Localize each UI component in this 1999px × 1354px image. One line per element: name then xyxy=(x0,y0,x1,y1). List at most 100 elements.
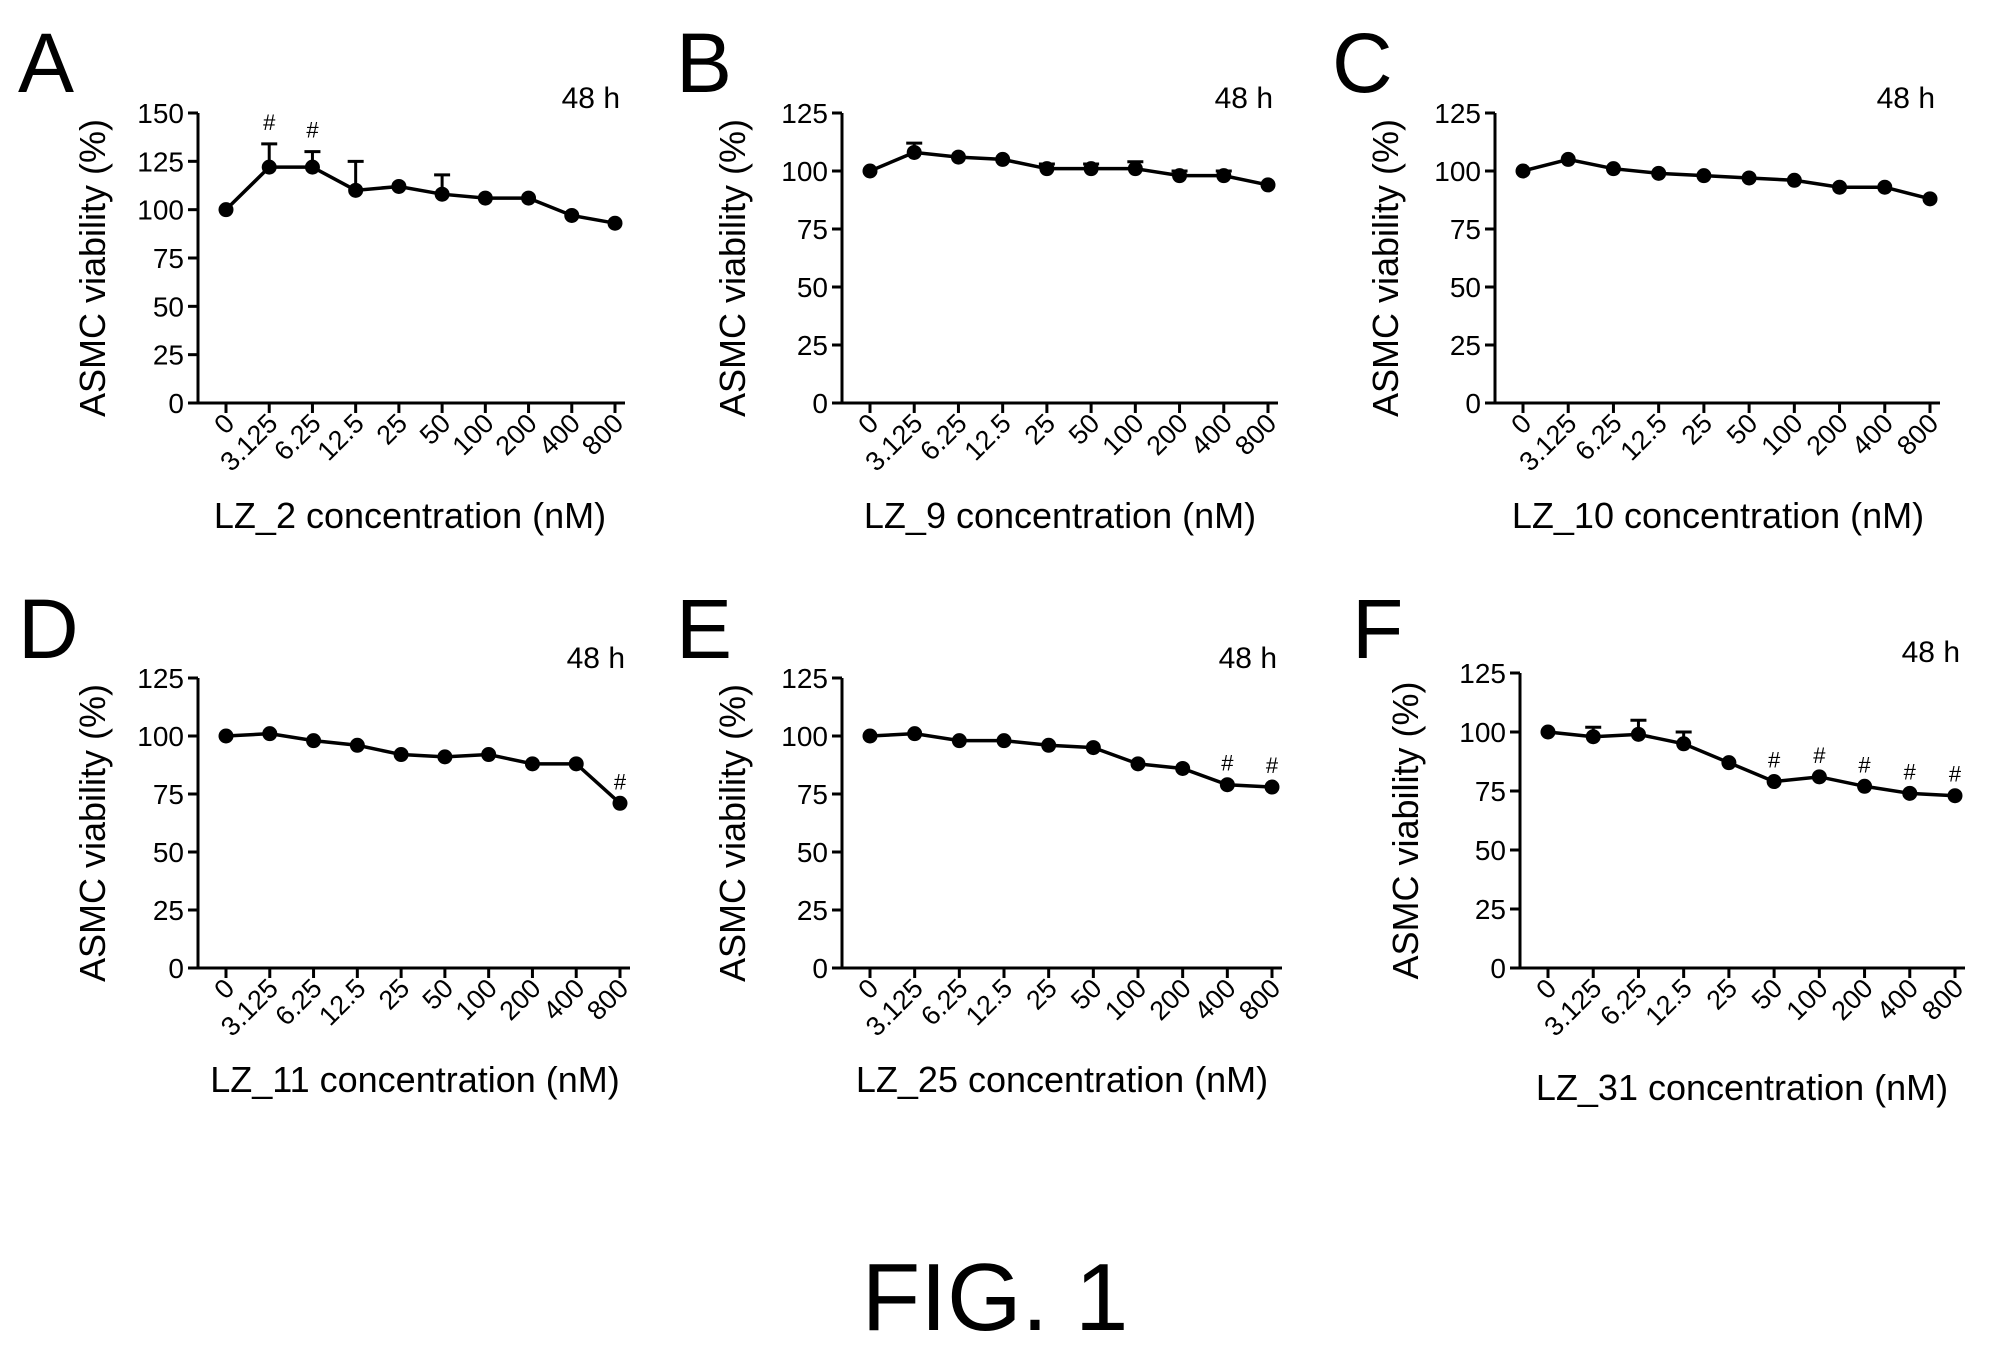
data-point xyxy=(261,159,277,175)
data-point xyxy=(1877,179,1893,195)
y-axis-label: ASMC viability (%) xyxy=(72,119,113,417)
x-tick-label: 800 xyxy=(576,408,629,461)
y-tick-label: 25 xyxy=(797,330,828,361)
data-point xyxy=(907,726,923,742)
y-tick-label: 25 xyxy=(153,340,184,371)
data-point xyxy=(306,733,322,749)
x-axis-label: LZ_31 concentration (nM) xyxy=(1536,1067,1948,1108)
x-tick-label: 12.5 xyxy=(312,408,370,466)
x-tick-label: 100 xyxy=(1780,973,1833,1026)
x-tick-label: 25 xyxy=(1676,408,1718,450)
data-point xyxy=(906,144,922,160)
series-line xyxy=(869,731,1273,789)
y-tick-label: 125 xyxy=(137,663,184,694)
y-tick-label: 100 xyxy=(1434,156,1481,187)
data-point xyxy=(862,728,878,744)
x-tick-label: 800 xyxy=(1233,973,1286,1026)
significance-mark: # xyxy=(1768,748,1781,773)
significance-mark: # xyxy=(263,110,276,135)
x-tick-label: 12.5 xyxy=(313,973,371,1031)
panel-letter: F xyxy=(1352,582,1403,676)
x-tick-label: 50 xyxy=(1065,973,1107,1015)
data-point xyxy=(524,756,540,772)
y-tick-label: 0 xyxy=(812,388,828,419)
y-tick-label: 75 xyxy=(797,779,828,810)
x-tick-label: 200 xyxy=(1144,973,1197,1026)
data-point xyxy=(393,747,409,763)
data-point xyxy=(1585,729,1601,745)
x-tick-label: 400 xyxy=(1846,408,1899,461)
data-point xyxy=(1127,161,1143,177)
x-tick-label: 12.5 xyxy=(1615,408,1673,466)
data-point xyxy=(391,178,407,194)
significance-mark: # xyxy=(1266,753,1279,778)
significance-mark: # xyxy=(1858,752,1871,777)
x-tick-label: 200 xyxy=(1826,973,1879,1026)
series-line xyxy=(224,165,616,225)
y-tick-label: 100 xyxy=(781,721,828,752)
x-tick-label: 50 xyxy=(1746,973,1788,1015)
data-point xyxy=(1721,755,1737,771)
x-tick-label: 12.5 xyxy=(960,973,1018,1031)
x-tick-label: 0 xyxy=(1505,408,1537,440)
data-point xyxy=(1766,774,1782,790)
x-tick-label: 100 xyxy=(450,973,503,1026)
x-tick-label: 800 xyxy=(1229,408,1282,461)
x-tick-label: 100 xyxy=(446,408,499,461)
data-point xyxy=(1947,788,1963,804)
significance-mark: # xyxy=(1221,751,1234,776)
data-point xyxy=(1741,170,1757,186)
x-tick-label: 6.25 xyxy=(914,408,972,466)
data-point xyxy=(1676,736,1692,752)
data-point xyxy=(1540,724,1556,740)
data-point xyxy=(1515,163,1531,179)
y-axis-label: ASMC viability (%) xyxy=(72,684,113,982)
panel-letter: B xyxy=(676,16,732,110)
y-tick-label: 0 xyxy=(168,388,184,419)
data-point xyxy=(1175,760,1191,776)
x-tick-label: 400 xyxy=(533,408,586,461)
y-tick-label: 25 xyxy=(1475,894,1506,925)
x-tick-label: 12.5 xyxy=(959,408,1017,466)
data-point xyxy=(951,733,967,749)
x-tick-label: 25 xyxy=(1701,973,1743,1015)
x-tick-label: 400 xyxy=(1188,973,1241,1026)
data-point xyxy=(1172,168,1188,184)
y-tick-label: 50 xyxy=(153,837,184,868)
y-tick-label: 25 xyxy=(797,895,828,926)
series-line xyxy=(1522,157,1931,201)
x-tick-label: 25 xyxy=(1019,408,1061,450)
y-axis-label: ASMC viability (%) xyxy=(712,119,753,417)
y-axis-label: ASMC viability (%) xyxy=(1365,119,1406,417)
time-label: 48 h xyxy=(1877,82,1935,115)
data-point xyxy=(995,151,1011,167)
x-tick-label: 400 xyxy=(1871,973,1924,1026)
x-tick-label: 6.25 xyxy=(915,973,973,1031)
y-tick-label: 0 xyxy=(812,953,828,984)
x-tick-label: 800 xyxy=(1891,408,1944,461)
y-tick-label: 125 xyxy=(781,98,828,129)
data-point xyxy=(1219,777,1235,793)
x-tick-label: 100 xyxy=(1755,408,1808,461)
data-point xyxy=(1832,179,1848,195)
y-tick-label: 100 xyxy=(137,195,184,226)
y-tick-label: 50 xyxy=(1450,272,1481,303)
data-point xyxy=(612,795,628,811)
x-axis-label: LZ_9 concentration (nM) xyxy=(864,495,1256,536)
x-axis-label: LZ_2 concentration (nM) xyxy=(214,495,606,536)
x-tick-label: 25 xyxy=(371,408,413,450)
y-tick-label: 100 xyxy=(781,156,828,187)
data-point xyxy=(564,207,580,223)
significance-mark: # xyxy=(1949,762,1962,787)
x-tick-label: 25 xyxy=(373,973,415,1015)
significance-mark: # xyxy=(1813,743,1826,768)
x-tick-label: 800 xyxy=(581,973,634,1026)
x-tick-label: 6.25 xyxy=(268,408,326,466)
data-point xyxy=(1264,779,1280,795)
data-point xyxy=(950,149,966,165)
data-point xyxy=(348,182,364,198)
x-tick-label: 200 xyxy=(494,973,547,1026)
